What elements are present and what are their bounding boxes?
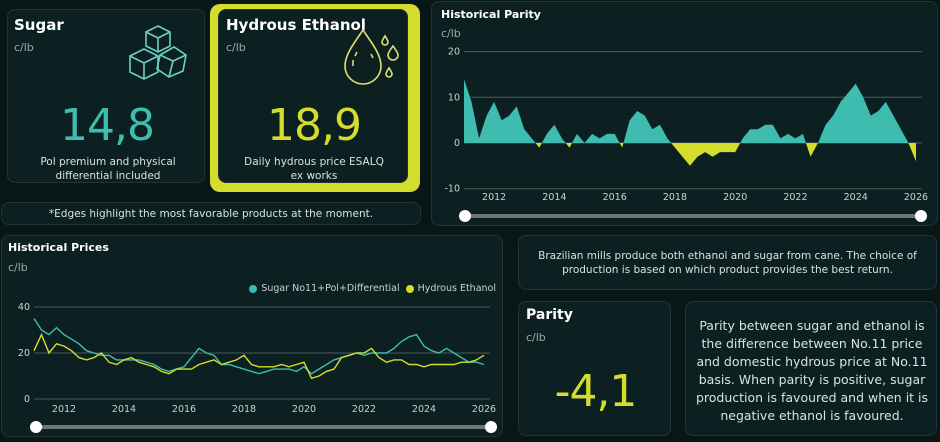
ethanol-unit: c/lb <box>226 41 246 54</box>
x-tick-label: 2020 <box>292 404 316 415</box>
x-tick-label: 2016 <box>172 404 196 415</box>
legend-sugar-label[interactable]: Sugar No11+Pol+Differential <box>261 283 400 294</box>
parity-chart-unit: c/lb <box>441 27 461 40</box>
x-tick-label: 2018 <box>663 192 687 203</box>
x-tick-label: 2020 <box>723 192 747 203</box>
prices-chart-title: Historical Prices <box>8 241 109 254</box>
sugar-description: Pol premium and physical differential in… <box>40 156 176 182</box>
x-tick-label: 2026 <box>904 192 928 203</box>
parity-slider-end-handle[interactable] <box>915 210 927 222</box>
y-tick-label: 10 <box>448 92 460 103</box>
legend-ethanol-label[interactable]: Hydrous Ethanol <box>417 283 496 294</box>
x-tick-label: 2016 <box>603 192 627 203</box>
parity-plot: 20 10 0 -10 2012 2014 2016 2018 2020 2022 2024 2026 <box>444 47 928 203</box>
y-tick-label: 20 <box>448 47 460 58</box>
y-tick-label: 40 <box>18 302 30 313</box>
parity-explanation-text: Parity between sugar and ethanol is the … <box>695 318 929 423</box>
edges-note: *Edges highlight the most favorable prod… <box>1 202 421 225</box>
parity-date-slider[interactable] <box>464 214 924 218</box>
sugar-price-line <box>33 318 485 375</box>
prices-chart-unit: c/lb <box>8 261 28 274</box>
x-tick-label: 2014 <box>542 192 566 203</box>
parity-unit: c/lb <box>526 331 546 344</box>
prices-legend: Sugar No11+Pol+Differential Hydrous Etha… <box>249 283 496 294</box>
sugar-cubes-icon <box>129 25 187 80</box>
prices-date-slider[interactable] <box>35 425 490 429</box>
x-tick-label: 2022 <box>352 404 376 415</box>
legend-ethanol-marker <box>405 284 414 293</box>
parity-title: Parity <box>526 307 573 323</box>
edges-note-text: *Edges highlight the most favorable prod… <box>48 208 374 220</box>
sugar-card: Sugar c/lb 14,8 Pol premium and physical… <box>7 9 205 183</box>
prices-slider-end-handle[interactable] <box>485 421 497 433</box>
x-tick-label: 2018 <box>232 404 256 415</box>
x-tick-label: 2026 <box>472 404 496 415</box>
x-tick-label: 2012 <box>482 192 506 203</box>
parity-negative-area <box>464 143 916 166</box>
x-tick-label: 2024 <box>412 404 436 415</box>
sugar-value: 14,8 <box>60 100 155 151</box>
intro-text: Brazilian mills produce both ethanol and… <box>538 250 917 276</box>
legend-sugar-marker <box>249 284 258 293</box>
x-tick-label: 2012 <box>52 404 76 415</box>
ethanol-value: 18,9 <box>267 100 362 151</box>
ethanol-description: Daily hydrous price ESALQ ex works <box>244 156 384 182</box>
historical-prices-chart: Historical Prices c/lb Sugar No11+Pol+Di… <box>1 235 503 437</box>
parity-slider-start-handle[interactable] <box>459 210 471 222</box>
historical-parity-chart: Historical Parity c/lb 20 10 0 -10 2012 2014 2… <box>431 1 938 226</box>
y-tick-label: 20 <box>18 348 30 359</box>
y-tick-label: -10 <box>444 184 460 195</box>
prices-slider-start-handle[interactable] <box>30 421 42 433</box>
intro-panel: Brazilian mills produce both ethanol and… <box>518 235 937 290</box>
x-tick-label: 2022 <box>783 192 807 203</box>
y-tick-label: 0 <box>454 138 460 149</box>
ethanol-price-line <box>33 332 485 380</box>
parity-chart-title: Historical Parity <box>441 8 541 21</box>
parity-card: Parity c/lb -4,1 <box>518 301 671 436</box>
ethanol-title: Hydrous Ethanol <box>226 16 366 34</box>
sugar-unit: c/lb <box>14 41 34 54</box>
y-tick-label: 0 <box>24 394 30 405</box>
parity-value: -4,1 <box>554 366 638 417</box>
ethanol-card: Hydrous Ethanol c/lb 18,9 Daily hydrous … <box>218 9 408 183</box>
parity-explanation-panel: Parity between sugar and ethanol is the … <box>685 301 937 436</box>
droplets-icon <box>344 28 399 85</box>
x-tick-label: 2024 <box>844 192 868 203</box>
parity-positive-area <box>464 79 916 143</box>
prices-plot: 40 20 0 2012 2014 2016 2018 2020 2022 2024 2026 <box>18 302 496 415</box>
sugar-title: Sugar <box>14 16 64 34</box>
x-tick-label: 2014 <box>112 404 136 415</box>
